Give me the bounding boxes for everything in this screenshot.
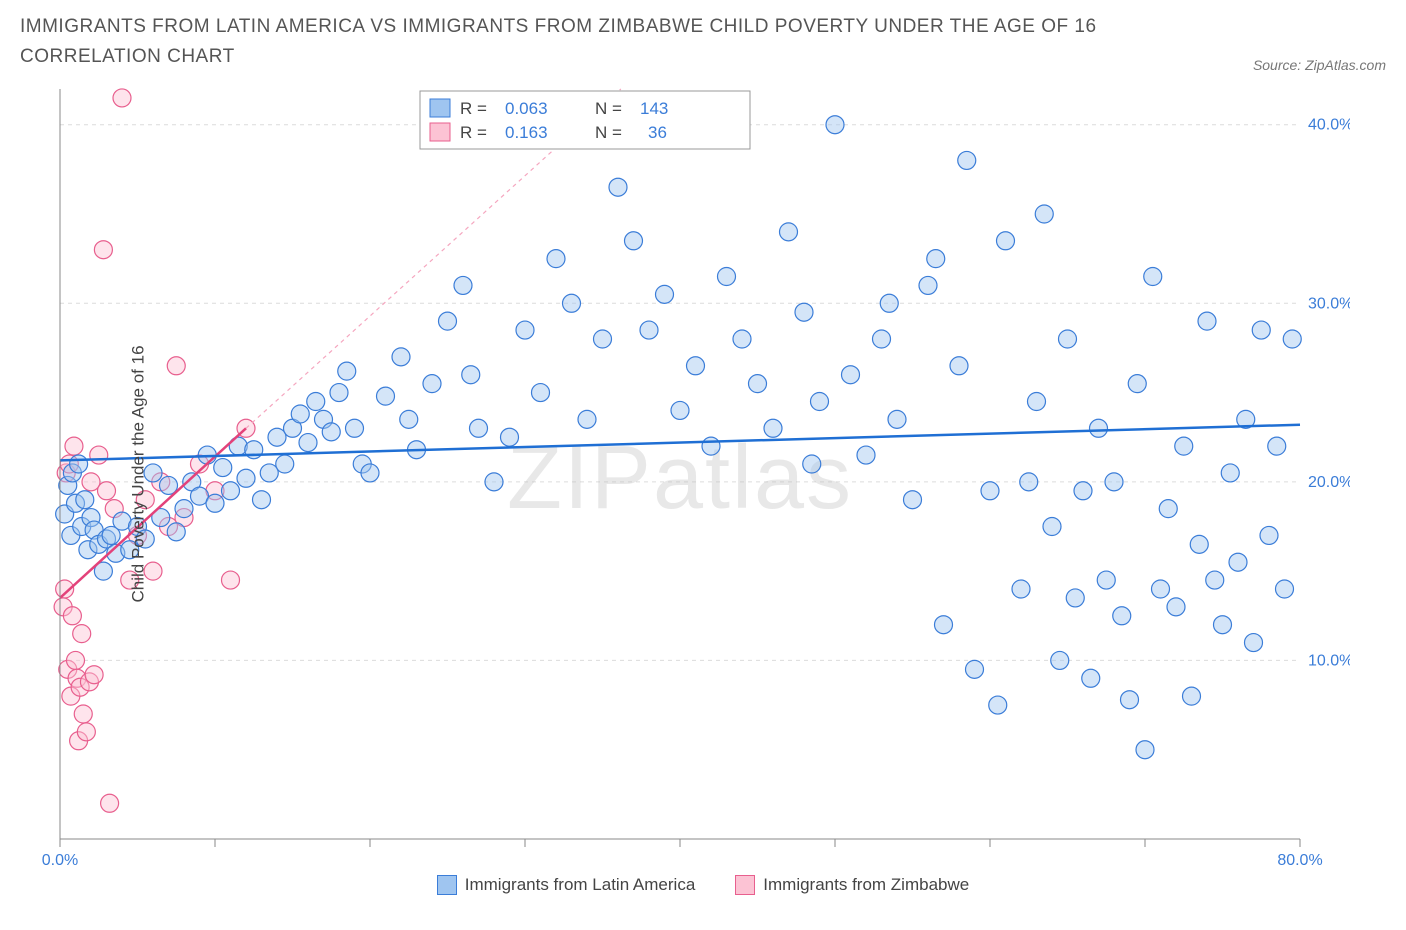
chart-title: IMMIGRANTS FROM LATIN AMERICA VS IMMIGRA… <box>20 12 1120 73</box>
legend-swatch-pink <box>735 875 755 895</box>
svg-text:143: 143 <box>640 99 668 118</box>
svg-text:0.063: 0.063 <box>505 99 548 118</box>
legend-swatch-blue <box>437 875 457 895</box>
svg-text:0.163: 0.163 <box>505 123 548 142</box>
legend-item-latin: Immigrants from Latin America <box>437 875 696 895</box>
svg-text:36: 36 <box>648 123 667 142</box>
svg-text:R =: R = <box>460 123 487 142</box>
legend-label-zimbabwe: Immigrants from Zimbabwe <box>763 875 969 895</box>
legend: Immigrants from Latin America Immigrants… <box>20 875 1386 895</box>
svg-text:R =: R = <box>460 99 487 118</box>
svg-text:N =: N = <box>595 123 622 142</box>
chart-container: Child Poverty Under the Age of 16 10.0% 2… <box>20 79 1386 869</box>
y-axis-label: Child Poverty Under the Age of 16 <box>129 345 149 602</box>
svg-text:0.0%: 0.0% <box>42 852 78 869</box>
svg-text:30.0%: 30.0% <box>1308 295 1350 312</box>
svg-text:N =: N = <box>595 99 622 118</box>
legend-item-zimbabwe: Immigrants from Zimbabwe <box>735 875 969 895</box>
svg-text:10.0%: 10.0% <box>1308 652 1350 669</box>
svg-text:80.0%: 80.0% <box>1277 852 1322 869</box>
source-attribution: Source: ZipAtlas.com <box>1253 57 1386 73</box>
svg-text:40.0%: 40.0% <box>1308 116 1350 133</box>
svg-text:20.0%: 20.0% <box>1308 474 1350 491</box>
scatter-chart: 10.0%20.0%30.0%40.0%ZIPatlas0.0%80.0%R =… <box>20 79 1350 869</box>
legend-label-latin: Immigrants from Latin America <box>465 875 696 895</box>
